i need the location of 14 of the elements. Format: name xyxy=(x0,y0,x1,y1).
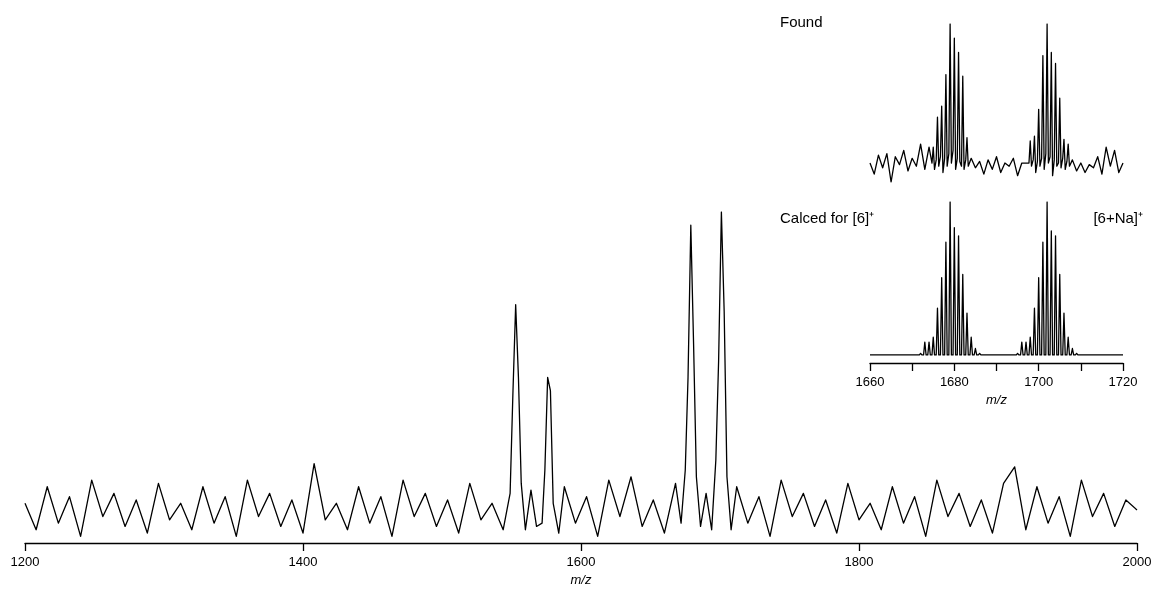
x-tick-label: 1680 xyxy=(939,374,969,389)
x-tick-label: 1660 xyxy=(855,374,885,389)
text: Found xyxy=(780,13,823,30)
x-tick-label: 1700 xyxy=(1024,374,1054,389)
x-tick-label: 2000 xyxy=(1122,554,1152,569)
x-tick-label: 1800 xyxy=(844,554,874,569)
x-tick-label: 1600 xyxy=(566,554,596,569)
x-axis-title: m/z xyxy=(570,572,592,587)
x-tick-label: 1720 xyxy=(1108,374,1138,389)
x-tick-label: 1400 xyxy=(288,554,318,569)
x-axis-title: m/z xyxy=(986,392,1008,407)
annotation: Calced for [6]⁺ xyxy=(780,209,875,226)
x-tick-label: 1200 xyxy=(10,554,40,569)
annotation: [6+Na]⁺ xyxy=(1093,209,1144,226)
